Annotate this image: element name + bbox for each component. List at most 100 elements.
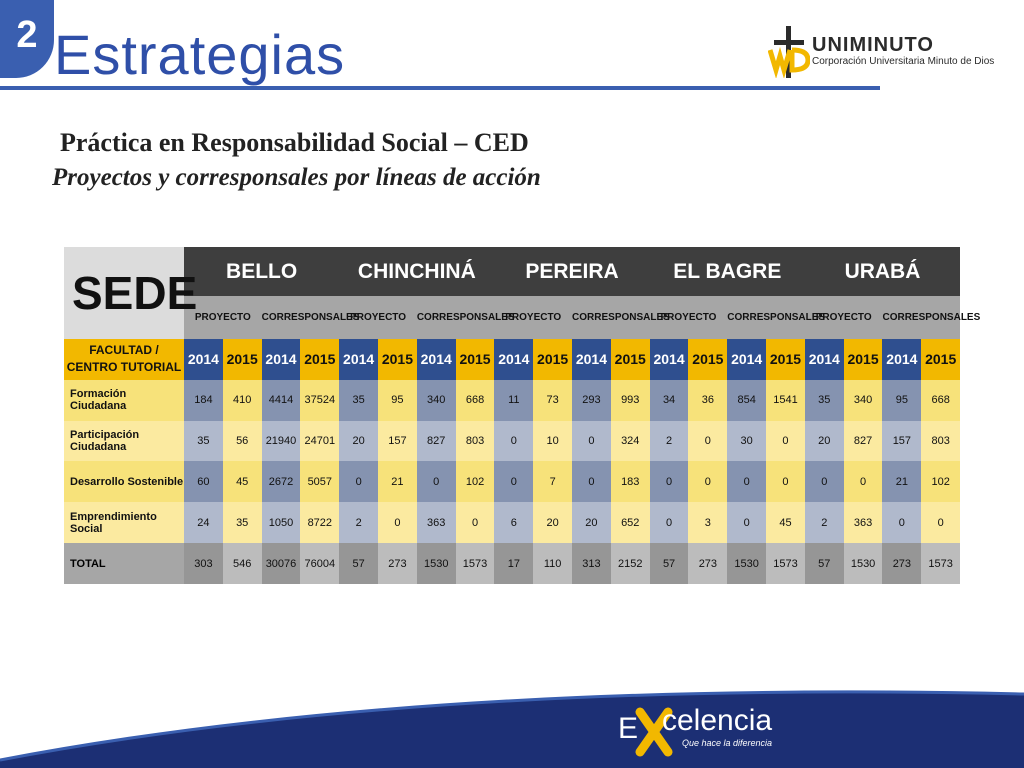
- corresponsales-header: CORRESPONSALES: [416, 296, 515, 339]
- table-cell: 0: [572, 420, 611, 462]
- table-cell: 20: [533, 502, 573, 544]
- table-cell: 3: [688, 502, 728, 544]
- md-cross-logo-icon: [768, 26, 810, 78]
- year-header: 2015: [222, 338, 262, 380]
- total-row: TOTAL 303 546 30076 76004 57 273 1530 1573 17 110 3…: [64, 543, 961, 584]
- slide-number: 2: [0, 0, 54, 78]
- table-cell: 0: [766, 461, 805, 503]
- table-cell: 95: [882, 379, 922, 421]
- table-cell: 183: [610, 461, 650, 503]
- total-cell: 1573: [921, 543, 961, 584]
- row-label: Formación Ciudadana: [64, 379, 184, 421]
- corresponsales-header: CORRESPONSALES: [727, 296, 825, 339]
- total-cell: 110: [533, 543, 573, 584]
- table-row: Desarrollo Sostenible 60 45 2672 5057 0 21 0 102…: [64, 461, 961, 503]
- table-cell: 0: [921, 502, 961, 544]
- row-label: Participación Ciudadana: [64, 420, 184, 462]
- table-cell: 56: [222, 420, 262, 462]
- total-cell: 57: [804, 543, 844, 584]
- table-cell: 21: [882, 461, 922, 503]
- table-cell: 34: [649, 379, 689, 421]
- table-cell: 0: [727, 502, 767, 544]
- table-cell: 11: [494, 379, 534, 421]
- row-label: Desarrollo Sostenible: [64, 461, 184, 503]
- table-cell: 30: [727, 420, 767, 462]
- table-cell: 803: [455, 420, 495, 462]
- table-cell: 0: [804, 461, 844, 503]
- table-cell: 37524: [300, 379, 340, 421]
- section-subheading: Proyectos y corresponsales por líneas de…: [52, 164, 541, 191]
- year-header: 2014: [649, 338, 689, 380]
- table-cell: 0: [727, 461, 767, 503]
- site-header: PEREIRA: [494, 247, 650, 296]
- title-divider: [0, 86, 880, 90]
- faculty-header: FACULTAD / CENTRO TUTORIAL: [64, 338, 184, 380]
- table-cell: 1050: [261, 502, 301, 544]
- page-title: Estrategias: [54, 23, 346, 86]
- table-cell: 5057: [300, 461, 340, 503]
- uniminuto-logo: UNIMINUTO Corporación Universitaria Minu…: [768, 26, 1000, 84]
- table-cell: 0: [455, 502, 495, 544]
- year-header: 2015: [766, 338, 805, 380]
- logo-brand-name: UNIMINUTO: [812, 34, 934, 56]
- table-cell: 60: [184, 461, 223, 503]
- table-cell: 102: [455, 461, 495, 503]
- excelencia-logo: E celencia Que hace la diferencia: [618, 702, 788, 760]
- table-cell: 363: [843, 502, 883, 544]
- table-cell: 35: [184, 420, 223, 462]
- year-header: 2014: [572, 338, 611, 380]
- proyecto-header: PROYECTO: [494, 296, 573, 339]
- table-cell: 157: [378, 420, 417, 462]
- table-cell: 157: [882, 420, 922, 462]
- table-cell: 21940: [261, 420, 301, 462]
- table-row: Participación Ciudadana 35 56 21940 24701 20 1…: [64, 420, 961, 462]
- proyecto-header: PROYECTO: [649, 296, 728, 339]
- table-cell: 102: [921, 461, 961, 503]
- total-cell: 546: [222, 543, 262, 584]
- sede-header: SEDE: [64, 247, 197, 339]
- year-header: 2014: [416, 338, 456, 380]
- table-cell: 0: [378, 502, 417, 544]
- table-cell: 35: [339, 379, 379, 421]
- table-cell: 410: [222, 379, 262, 421]
- table-cell: 0: [688, 420, 728, 462]
- year-header: 2014: [804, 338, 844, 380]
- table-cell: 2: [339, 502, 379, 544]
- row-label: Emprendimiento Social: [64, 502, 184, 544]
- projects-table: SEDE BELLO CHINCHINÁ PEREIRA EL BAGRE URABÁ …: [64, 247, 980, 584]
- section-heading: Práctica en Responsabilidad Social – CED: [60, 128, 529, 157]
- year-header: 2015: [455, 338, 495, 380]
- sub-header-row: PROYECTO CORRESPONSALES PROYECTO CORRESPONS…: [64, 296, 980, 339]
- proyecto-header: PROYECTO: [339, 296, 417, 339]
- total-cell: 1573: [766, 543, 805, 584]
- site-header: CHINCHINÁ: [339, 247, 495, 296]
- year-header: 2015: [688, 338, 728, 380]
- table-cell: 0: [494, 420, 534, 462]
- table-cell: 0: [572, 461, 611, 503]
- year-header: 2014: [727, 338, 767, 380]
- total-cell: 303: [184, 543, 223, 584]
- table-cell: 6: [494, 502, 534, 544]
- table-cell: 652: [610, 502, 650, 544]
- table-cell: 0: [494, 461, 534, 503]
- table-cell: 340: [843, 379, 883, 421]
- year-header: 2014: [261, 338, 301, 380]
- year-header: 2015: [843, 338, 883, 380]
- table-cell: 993: [610, 379, 650, 421]
- table-cell: 35: [804, 379, 844, 421]
- footer-wave: [0, 690, 1024, 768]
- table-cell: 0: [649, 461, 689, 503]
- corresponsales-header: CORRESPONSALES: [572, 296, 670, 339]
- year-header: 2015: [921, 338, 961, 380]
- total-cell: 1530: [843, 543, 883, 584]
- table-cell: 7: [533, 461, 573, 503]
- table-cell: 827: [416, 420, 456, 462]
- table-cell: 20: [572, 502, 611, 544]
- year-header: 2014: [882, 338, 922, 380]
- table-cell: 0: [339, 461, 379, 503]
- table-cell: 184: [184, 379, 223, 421]
- total-cell: 17: [494, 543, 534, 584]
- excelencia-x-icon: E: [618, 707, 673, 757]
- table-cell: 0: [882, 502, 922, 544]
- total-cell: 273: [688, 543, 728, 584]
